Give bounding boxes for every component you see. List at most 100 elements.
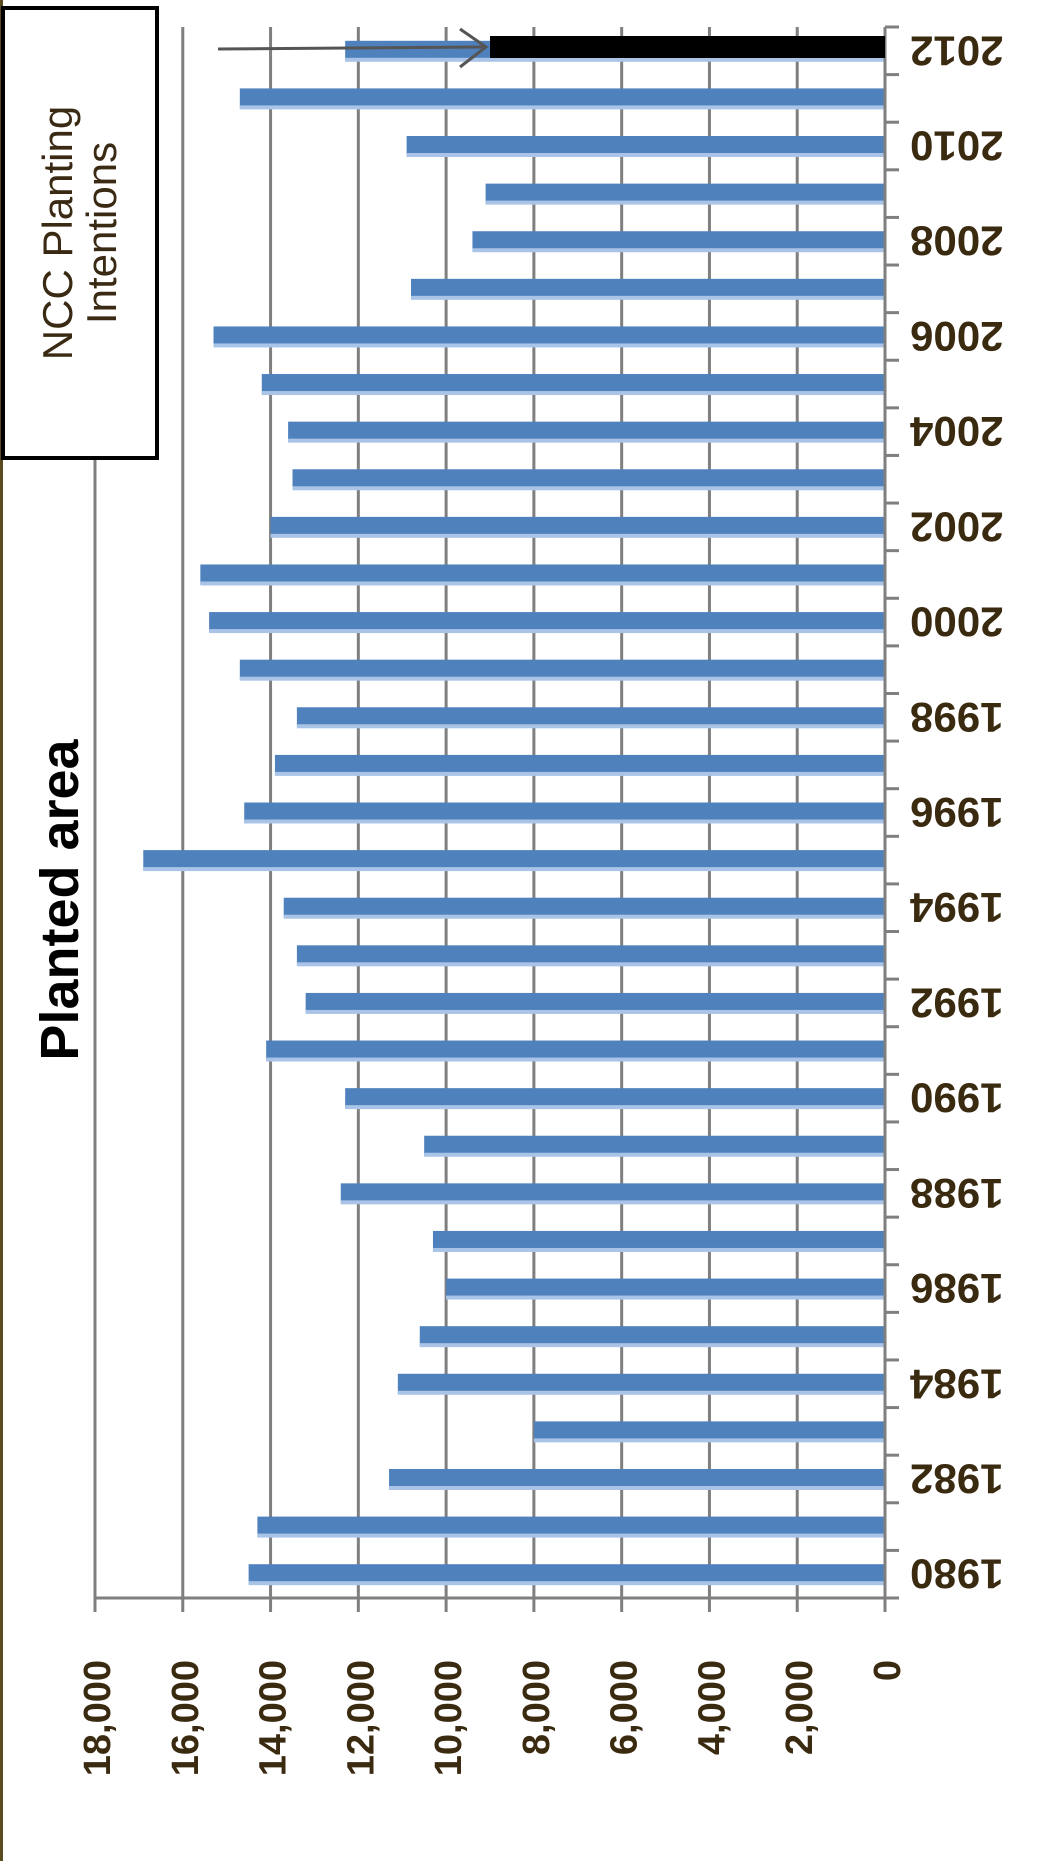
bar-highlight	[397, 1390, 885, 1395]
bar-highlight	[345, 57, 886, 62]
bar	[296, 945, 885, 966]
bar	[411, 278, 885, 299]
bar	[274, 754, 885, 775]
value-tick-label: 4,000	[691, 1660, 733, 1755]
bar-highlight	[345, 1105, 886, 1110]
annotation-group	[217, 27, 885, 69]
bar-highlight	[292, 486, 885, 491]
category-tick-label: 1996	[910, 789, 1003, 836]
legend-box	[1, 6, 159, 460]
bar-highlight	[424, 1152, 885, 1157]
bar	[143, 850, 885, 871]
category-tick-label: 1982	[910, 1455, 1003, 1502]
bar	[257, 1516, 885, 1537]
bar	[305, 992, 886, 1013]
category-tick-label: 1980	[910, 1551, 1003, 1598]
category-tick-label: 1998	[910, 694, 1003, 741]
chart-title-group: Planted area	[30, 738, 90, 1060]
category-tick-label: 1986	[910, 1265, 1003, 1312]
bar	[406, 136, 885, 157]
axes-group	[93, 25, 899, 1612]
bar-highlight	[239, 105, 886, 110]
bar-highlight	[274, 771, 885, 776]
legend-label: NCC PlantingIntentions	[34, 106, 125, 360]
annotation-arrow-head	[459, 27, 489, 69]
bar-highlight	[389, 1485, 885, 1490]
bar-highlight	[485, 200, 885, 205]
bar-highlight	[283, 914, 885, 919]
bar-highlight	[270, 533, 885, 538]
category-tick-label: 2012	[910, 27, 1003, 74]
bar	[239, 659, 886, 680]
bar	[244, 802, 885, 823]
bar	[248, 1564, 886, 1585]
bar-highlight	[209, 629, 886, 634]
bar	[296, 707, 885, 728]
bar-highlight	[411, 295, 885, 300]
legend-label-line: Intentions	[78, 142, 125, 324]
value-tick-label: 2,000	[779, 1660, 821, 1755]
bar	[288, 421, 886, 442]
bar	[419, 1326, 885, 1347]
bar-highlight	[340, 1200, 885, 1205]
bar	[270, 516, 885, 537]
category-tick-label: 2006	[910, 313, 1003, 360]
bar-highlight	[419, 1343, 885, 1348]
value-tick-label: 12,000	[340, 1660, 382, 1776]
legend-label-group: NCC PlantingIntentions	[34, 106, 125, 360]
planting-intentions-bar	[490, 36, 885, 58]
bar-highlight	[288, 438, 886, 443]
bar	[292, 469, 885, 490]
bar	[200, 564, 886, 585]
bar	[283, 897, 885, 918]
bar	[261, 374, 885, 395]
category-tick-label: 2004	[909, 408, 1003, 455]
bar-highlight	[432, 1247, 885, 1252]
category-tick-label: 1984	[909, 1360, 1003, 1407]
bar-highlight	[213, 343, 885, 348]
value-tick-label: 0	[867, 1660, 909, 1681]
bar	[239, 88, 886, 109]
bar-highlight	[296, 962, 885, 967]
bar	[432, 1230, 885, 1251]
bar	[389, 1468, 885, 1489]
value-tick-label: 16,000	[165, 1660, 207, 1776]
category-tick-label: 1994	[909, 884, 1003, 931]
bar-highlight	[261, 391, 885, 396]
bar-highlight	[257, 1533, 885, 1538]
bar-highlight	[248, 1581, 886, 1586]
bar	[345, 1088, 886, 1109]
value-tick-label: 10,000	[428, 1660, 470, 1776]
bar-highlight	[472, 248, 885, 253]
value-tick-label: 14,000	[253, 1660, 295, 1776]
bar-highlight	[533, 1438, 885, 1443]
category-tick-label: 2008	[910, 218, 1003, 265]
category-tick-label: 1988	[910, 1170, 1003, 1217]
bar	[397, 1373, 885, 1394]
annotation-arrow-shaft	[217, 45, 485, 51]
bar	[424, 1135, 885, 1156]
bar-highlight	[239, 676, 886, 681]
bar	[472, 231, 885, 252]
bar	[446, 1278, 885, 1299]
bar	[485, 183, 885, 204]
tick-labels-group: 0 2,000 4,000 6,000 8,000 10,000 12,000 14,000 1…	[77, 27, 1003, 1776]
category-tick-label: 2000	[910, 599, 1003, 646]
bar	[533, 1421, 885, 1442]
chart-title: Planted area	[30, 738, 90, 1060]
bar	[213, 326, 885, 347]
category-tick-label: 1992	[910, 979, 1003, 1026]
legend-label-line: NCC Planting	[34, 106, 81, 360]
bar-highlight	[305, 1009, 886, 1014]
category-tick-label: 2010	[910, 123, 1003, 170]
value-tick-label: 8,000	[516, 1660, 558, 1755]
bar-highlight	[406, 153, 885, 158]
bar-highlight	[244, 819, 885, 824]
bar-highlight	[266, 1057, 886, 1062]
value-tick-label: 18,000	[77, 1660, 119, 1776]
bar	[266, 1040, 886, 1061]
bar-highlight	[446, 1295, 885, 1300]
category-tick-label: 1990	[910, 1075, 1003, 1122]
bar-highlight	[143, 867, 885, 872]
